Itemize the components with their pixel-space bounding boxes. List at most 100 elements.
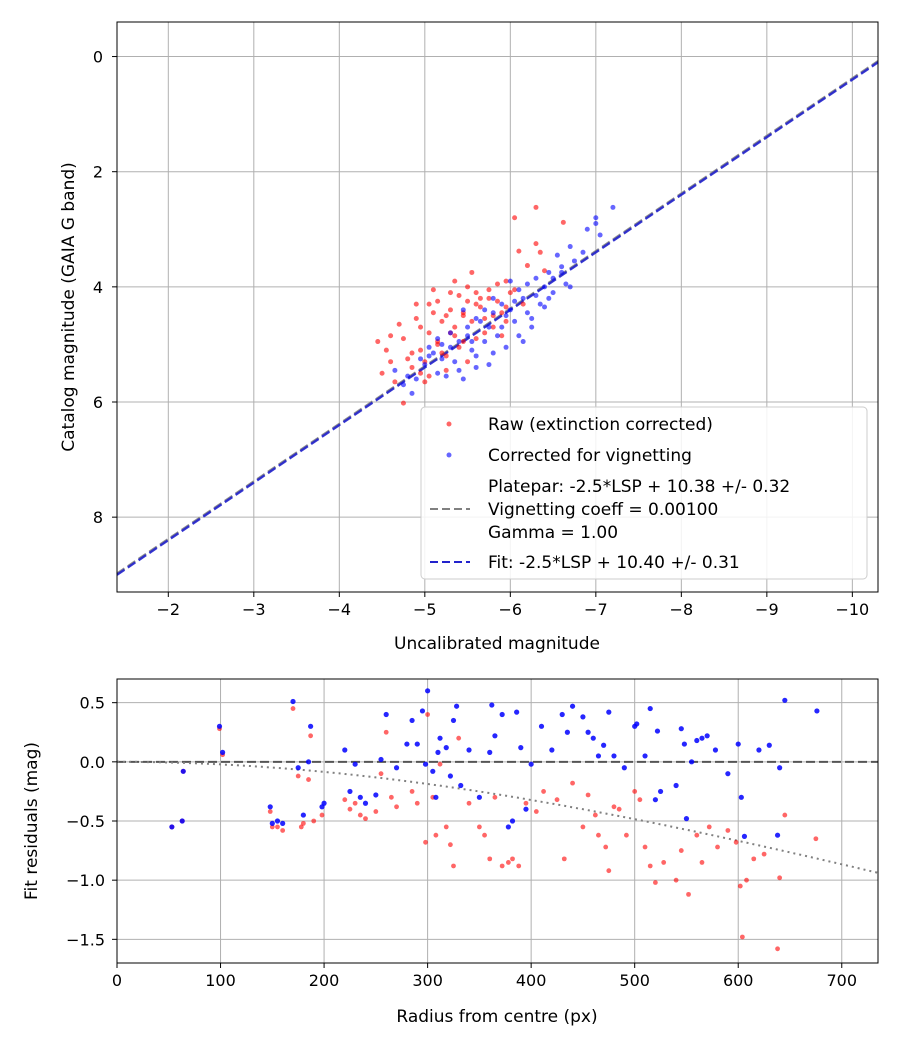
top-scatter-point xyxy=(546,295,552,301)
bottom-scatter-point xyxy=(689,759,695,765)
bottom-scatter-point xyxy=(569,703,576,709)
bottom-scatter-point xyxy=(654,728,661,734)
top-scatter-point xyxy=(542,284,548,290)
bottom-scatter-point xyxy=(673,877,679,883)
bottom-scatter-point xyxy=(518,745,524,751)
bottom-x-axis-label: Radius from centre (px) xyxy=(396,1007,597,1027)
top-scatter-point xyxy=(503,313,509,319)
top-scatter-point xyxy=(473,336,479,342)
top-scatter-point xyxy=(396,321,402,327)
bottom-scatter-point xyxy=(373,792,379,798)
top-scatter-point xyxy=(418,370,424,376)
top-scatter-point xyxy=(430,350,436,356)
bottom-scatter-point xyxy=(290,706,296,711)
bottom-scatter-point xyxy=(554,797,560,803)
bottom-scatter-point xyxy=(601,742,607,748)
bottom-scatter-point xyxy=(738,794,744,800)
bottom-scatter-point xyxy=(580,824,586,830)
top-x-tick-label: −6 xyxy=(499,600,523,619)
top-scatter-point xyxy=(400,382,406,388)
top-scatter-point xyxy=(400,336,406,342)
bottom-scatter-point xyxy=(300,820,306,826)
top-scatter-point xyxy=(516,333,522,339)
bottom-scatter-point xyxy=(295,773,301,779)
top-scatter-point xyxy=(460,339,466,345)
bottom-scatter-point xyxy=(216,723,223,729)
top-scatter-point xyxy=(388,359,394,365)
bottom-scatter-point xyxy=(280,828,286,833)
bottom-scatter-point xyxy=(616,806,622,812)
top-scatter-point xyxy=(495,333,500,339)
top-scatter-point xyxy=(499,333,505,339)
top-scatter-point xyxy=(482,316,488,322)
top-scatter-point xyxy=(418,347,424,353)
top-scatter-point xyxy=(469,339,475,345)
bottom-scatter-point xyxy=(180,768,186,774)
legend-vignetting-label: Vignetting coeff = 0.00100 xyxy=(488,500,718,520)
top-scatter-point xyxy=(520,339,526,345)
bottom-scatter-point xyxy=(756,747,762,753)
legend-corrected-marker xyxy=(446,452,452,458)
top-scatter-point xyxy=(473,301,479,307)
bottom-scatter-point xyxy=(267,809,273,814)
bottom-scatter-point xyxy=(409,789,415,794)
top-scatter-point xyxy=(567,284,573,290)
top-scatter-point xyxy=(460,313,466,319)
bottom-scatter-point xyxy=(295,765,301,771)
top-scatter-point xyxy=(507,290,513,296)
top-scatter-point xyxy=(473,364,479,370)
bottom-x-tick-label: 300 xyxy=(412,971,443,990)
bottom-scatter-points xyxy=(169,688,820,952)
bottom-scatter-point xyxy=(308,733,314,739)
bottom-y-axis-label: Fit residuals (mag) xyxy=(22,742,42,900)
top-scatter-point xyxy=(490,350,496,356)
bottom-y-tick-label: −1.0 xyxy=(66,871,105,890)
top-x-tick-label: −8 xyxy=(670,600,694,619)
bottom-scatter-point xyxy=(269,820,275,826)
bottom-scatter-point xyxy=(712,747,719,753)
top-scatter-point xyxy=(490,324,496,330)
bottom-scatter-point xyxy=(505,860,511,865)
top-plot-frame xyxy=(116,21,879,593)
bottom-scatter-point xyxy=(657,788,664,795)
top-scatter-point xyxy=(584,226,590,232)
bottom-y-ticks: 0.5 0.0 −0.5 −1.0 −1.5 xyxy=(66,694,117,949)
top-scatter-point xyxy=(447,290,453,296)
top-scatter-point xyxy=(524,310,530,316)
bottom-scatter-point xyxy=(777,765,783,771)
bottom-scatter-point xyxy=(549,747,555,753)
top-scatter-point xyxy=(413,376,419,382)
bottom-scatter-point xyxy=(274,818,281,824)
top-y-tick-label: 4 xyxy=(93,278,103,297)
top-scatter-point xyxy=(443,373,449,379)
top-scatter-point xyxy=(465,298,471,304)
top-scatter-point xyxy=(405,373,411,379)
bottom-scatter-point xyxy=(306,777,311,782)
bottom-scatter-point xyxy=(308,723,314,729)
top-scatter-point xyxy=(452,324,458,330)
top-scatter-point xyxy=(443,313,449,319)
top-x-tick-label: −9 xyxy=(755,600,779,619)
bottom-scatter-point xyxy=(321,800,327,806)
top-scatter-point xyxy=(400,400,406,406)
bottom-scatter-point xyxy=(683,816,690,822)
bottom-scatter-point xyxy=(592,812,598,818)
bottom-scatter-point xyxy=(647,705,653,712)
bottom-scatter-point xyxy=(394,804,399,810)
bottom-scatter-point xyxy=(570,780,575,786)
top-x-tick-label: −4 xyxy=(328,600,352,619)
bottom-scatter-point xyxy=(538,723,545,729)
top-scatter-point xyxy=(477,318,483,324)
bottom-scatter-point xyxy=(516,863,522,869)
top-scatter-point xyxy=(482,307,488,313)
bottom-scatter-point xyxy=(678,848,684,853)
top-scatter-point xyxy=(524,281,530,287)
bottom-scatter-point xyxy=(590,735,596,741)
top-y-ticks: 0 2 4 6 8 xyxy=(93,48,117,527)
bottom-scatter-point xyxy=(492,794,498,800)
bottom-scatter-point xyxy=(454,703,460,709)
top-scatter-point xyxy=(465,333,471,339)
bottom-scatter-point xyxy=(393,765,400,771)
